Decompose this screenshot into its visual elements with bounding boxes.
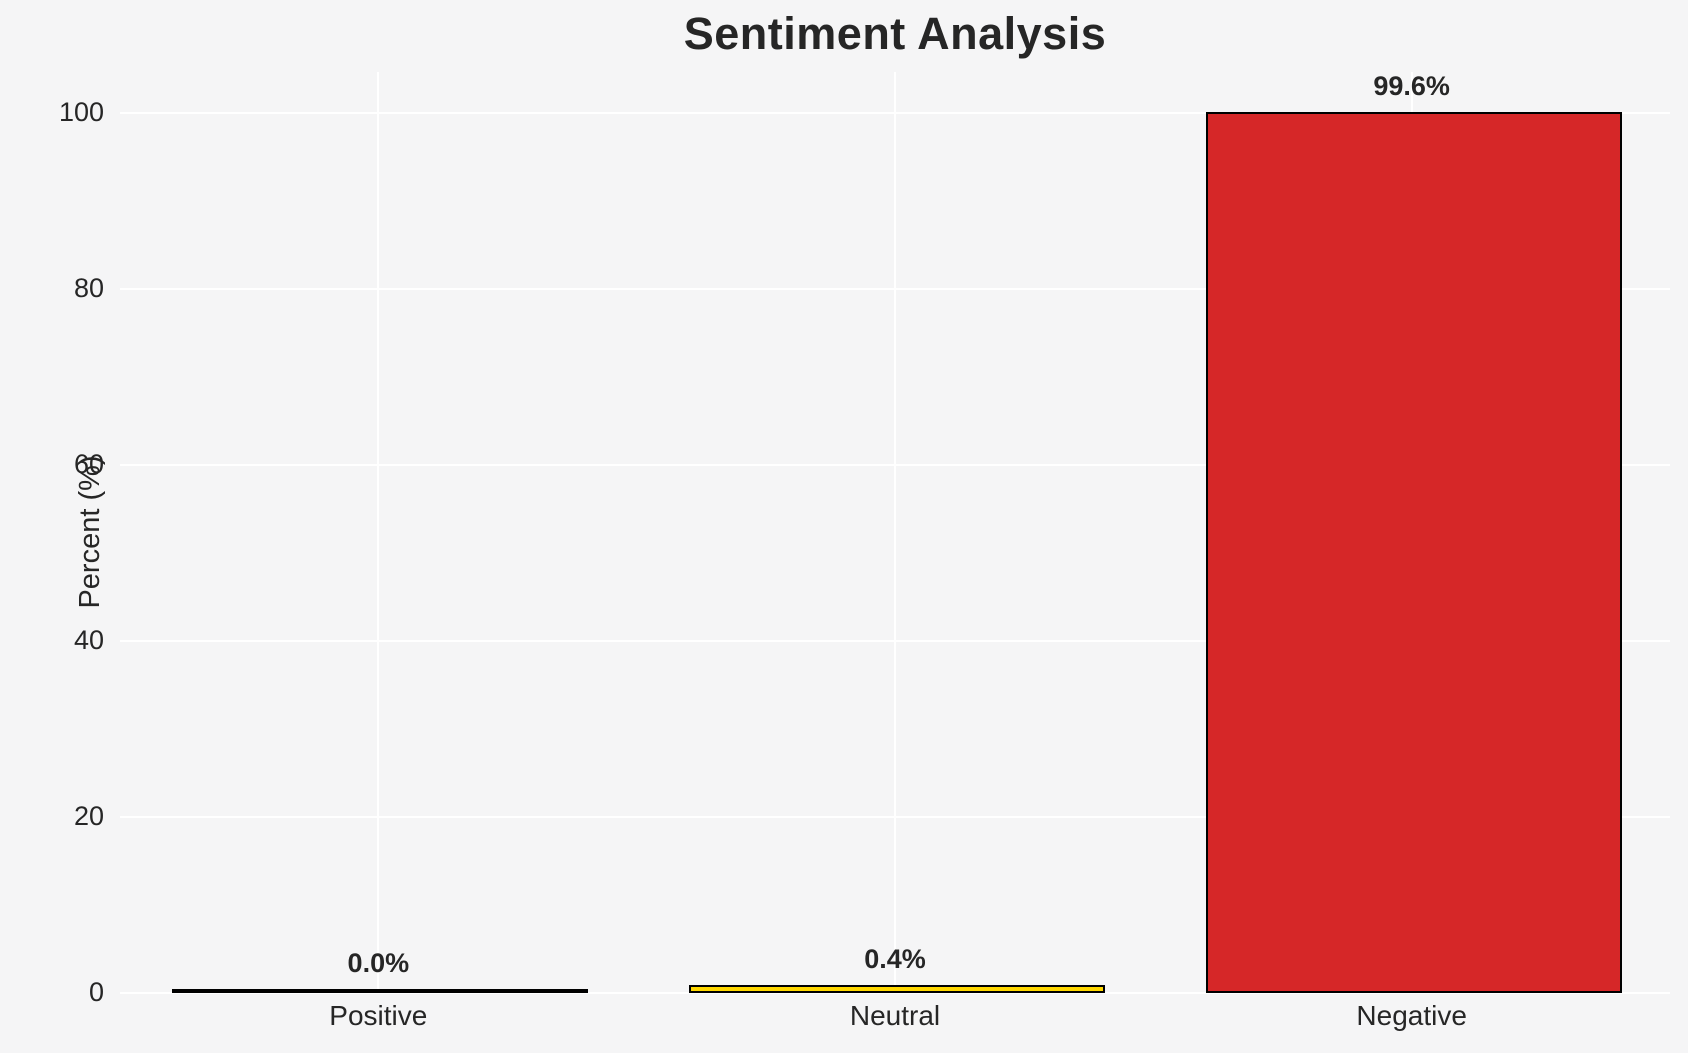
bar-negative [1205,112,1622,993]
chart-title: Sentiment Analysis [683,8,1107,59]
bar-neutral [689,985,1105,993]
y-tick-label: 100 [58,96,104,127]
x-category-label-negative: Negative [1356,1000,1467,1031]
bar-value-label: 0.4% [864,944,926,975]
y-tick-label: 20 [73,800,104,831]
gridline-horizontal [120,992,1670,994]
y-tick-label: 40 [73,624,104,655]
bar-positive [172,989,589,993]
plot-area: 0.0% 0.4% 99.6% [120,71,1670,994]
y-tick-label: 0 [88,977,104,1007]
gridline-vertical [894,72,896,993]
y-tick-label: 60 [73,448,104,479]
x-category-label-neutral: Neutral [849,1000,941,1031]
gridline-vertical [377,72,380,993]
y-tick-label: 80 [73,272,104,303]
x-category-label-positive: Positive [329,1000,428,1031]
bar-value-label: 0.0% [347,948,410,978]
bar-value-label: 99.6% [1373,71,1450,102]
